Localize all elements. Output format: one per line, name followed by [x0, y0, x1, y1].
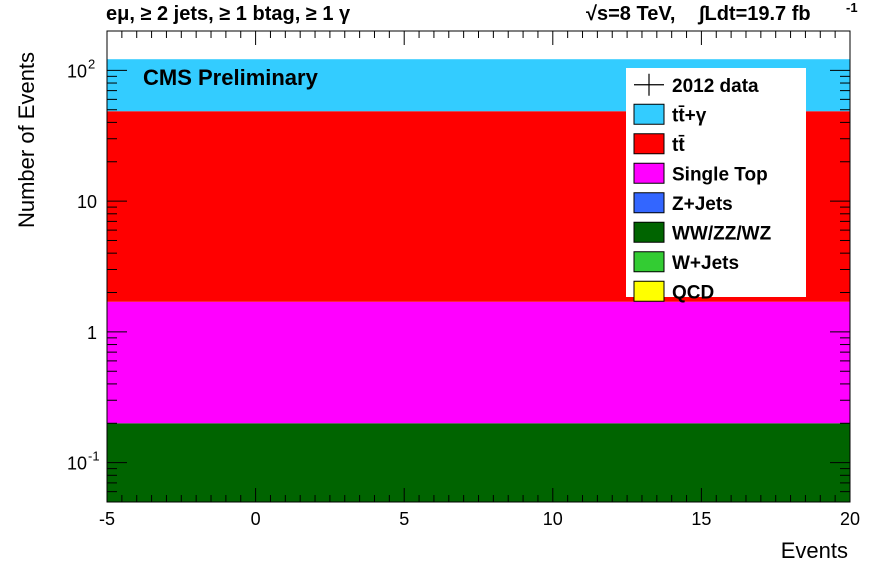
legend-swatch-tt- — [633, 103, 665, 125]
x-tick-label: 5 — [399, 509, 409, 529]
y-tick-label-exp: -1 — [88, 449, 100, 464]
x-tick-label: -5 — [99, 509, 115, 529]
legend-label-ww-zz-wz: WW/ZZ/WZ — [672, 223, 772, 244]
chart-title-lumi: ∫Ldt=19.7 fb — [697, 3, 811, 25]
bar-ww-zz-wz — [107, 423, 850, 502]
legend-label-w-jets: W+Jets — [672, 253, 739, 274]
x-axis-label: Events — [781, 538, 848, 563]
legend-swatch-qcd — [633, 280, 665, 302]
legend-swatch-tt- — [633, 133, 665, 155]
legend-swatch-w-jets — [633, 251, 665, 273]
legend-label-tt-: tt̄ — [672, 135, 685, 156]
bar-single-top — [107, 301, 850, 424]
legend-label-tt-: tt̄+γ — [672, 105, 707, 126]
y-axis-label: Number of Events — [14, 52, 39, 228]
legend-swatch-ww-zz-wz — [633, 221, 665, 243]
chart-title-lumi-exp: -1 — [846, 0, 858, 15]
x-axis-ticks: -5 0 5 10 15 20 — [99, 31, 860, 529]
y-tick-label: 10 — [67, 61, 87, 81]
x-tick-label: 10 — [543, 509, 563, 529]
legend-label-qcd: QCD — [672, 282, 714, 303]
legend-label-z-jets: Z+Jets — [672, 194, 733, 215]
y-tick-label-exp: 2 — [88, 56, 95, 71]
x-tick-label: 20 — [840, 509, 860, 529]
y-tick-label: 1 — [87, 323, 97, 343]
y-tick-label: 10 — [77, 192, 97, 212]
legend-swatch-z-jets — [633, 192, 665, 214]
chart-title-left: eμ, ≥ 2 jets, ≥ 1 btag, ≥ 1 γ — [106, 3, 351, 25]
chart-title-energy: √s=8 TeV, — [586, 3, 675, 25]
x-tick-label: 0 — [251, 509, 261, 529]
legend: 2012 data tt̄+γ tt̄ Single Top Z+Jets WW/ZZ/W… — [626, 68, 806, 303]
legend-swatch-single-top — [633, 162, 665, 184]
x-tick-label: 15 — [691, 509, 711, 529]
legend-label-2012-data: 2012 data — [672, 76, 759, 97]
legend-label-single-top: Single Top — [672, 164, 768, 185]
y-tick-label: 10 — [67, 454, 87, 474]
cms-label: CMS Preliminary — [143, 65, 319, 90]
